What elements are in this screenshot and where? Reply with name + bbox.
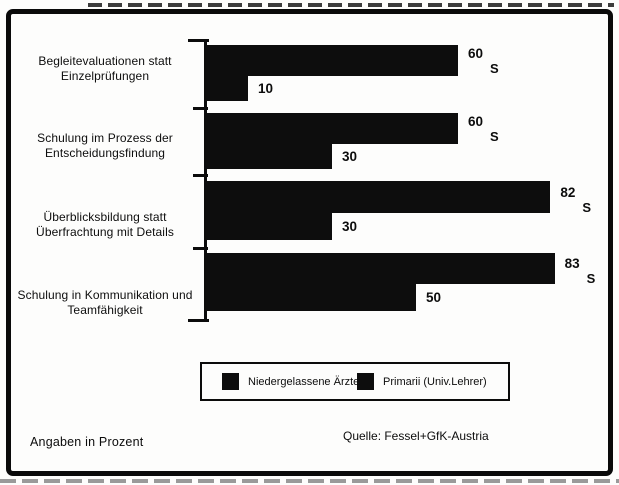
axis-tick [193,107,208,110]
legend-swatch-icon [222,373,239,390]
bar-primarii-3 [206,213,332,240]
axis-tick [188,39,209,42]
axis-tick [193,247,208,250]
category-label-1: Begleitevaluationen statt Einzelprüfunge… [38,54,172,83]
legend-box: Niedergelassene Ärzte Primarii (Univ.Leh… [200,362,510,401]
bar-primarii-2 [206,144,332,169]
significance-label: S [586,271,596,286]
bar-niedergelassene-aerzte-3 [206,181,551,213]
category-label-3: Überblicksbildung statt Überfrachtung mi… [36,210,174,239]
value-label-group-4: 83 S [564,256,596,287]
legend-item-primarii: Primarii (Univ.Lehrer) [357,364,487,399]
value-label: 50 [426,290,442,305]
bar-primarii-4 [206,284,416,311]
bar-niedergelassene-aerzte-4 [206,253,555,284]
legend-label: Primarii (Univ.Lehrer) [383,375,487,388]
value-label: 30 [342,149,358,164]
legend-swatch-icon [357,373,374,390]
value-label: 60 [468,46,484,61]
bar-primarii-1 [206,76,248,101]
legend-label: Niedergelassene Ärzte [248,375,360,388]
value-label: 60 [468,114,484,129]
value-label: 10 [258,81,274,96]
scan-artifact-top [88,3,614,7]
value-label-group-2: 60 S [468,114,499,145]
value-label-group-1: 60 S [468,46,499,77]
value-label-group-3: 82 S [560,185,592,216]
significance-label: S [490,129,499,144]
chart-border-frame [6,9,613,476]
y-axis-line [204,40,207,322]
bar-niedergelassene-aerzte-2 [206,113,458,144]
value-label: 83 [564,256,580,271]
legend-item-niedergelassene-aerzte: Niedergelassene Ärzte [222,364,359,399]
category-label-4: Schulung in Kommunikation und Teamfähigk… [17,288,193,317]
scan-artifact-bottom [0,479,619,483]
source-note: Quelle: Fessel+GfK-Austria [343,429,489,443]
bar-niedergelassene-aerzte-1 [206,45,458,76]
axis-tick [188,319,209,322]
units-note: Angaben in Prozent [30,435,144,449]
axis-tick [193,174,208,177]
category-label-2: Schulung im Prozess der Entscheidungsfin… [37,131,173,160]
value-label: 82 [560,185,576,200]
significance-label: S [582,200,592,215]
value-label: 30 [342,219,358,234]
significance-label: S [490,61,499,76]
